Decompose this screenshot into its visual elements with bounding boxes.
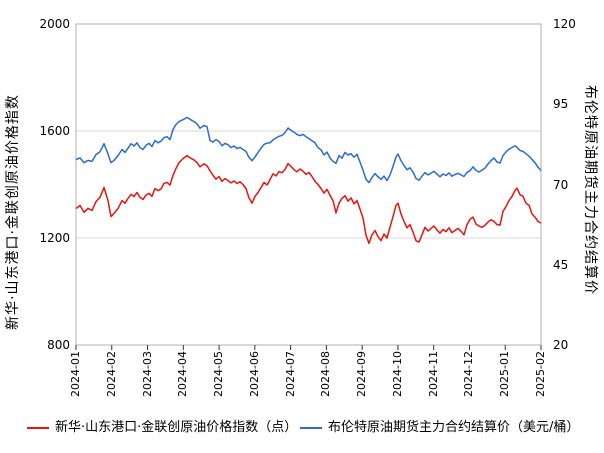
index-series-line xyxy=(75,154,542,245)
left-axis-tick-label: 1200 xyxy=(39,231,70,245)
left-axis-tick-label: 2000 xyxy=(39,17,70,31)
red-line-swatch-icon xyxy=(27,427,49,429)
left-axis-tick-label: 800 xyxy=(47,338,70,352)
x-axis-tick-label: 2024-11 xyxy=(426,351,440,397)
right-axis-tick-label: 120 xyxy=(553,17,576,31)
legend-label-index-series: 新华·山东港口·金联创原油价格指数（点） xyxy=(55,420,298,435)
blue-line-swatch-icon xyxy=(300,427,322,429)
x-axis-tick-label: 2024-03 xyxy=(140,351,154,397)
right-axis-tick-label: 20 xyxy=(553,338,569,352)
x-axis-tick-label: 2025-02 xyxy=(534,351,547,397)
x-axis-tick-label: 2024-09 xyxy=(355,351,369,397)
x-axis-tick-label: 2024-06 xyxy=(247,351,261,397)
x-axis-tick-label: 2025-01 xyxy=(498,351,512,397)
x-axis-tick-label: 2024-01 xyxy=(69,351,82,397)
x-axis-tick-label: 2024-02 xyxy=(104,351,118,397)
right-axis-tick-label: 95 xyxy=(553,97,569,112)
x-axis-tick-label: 2024-08 xyxy=(319,351,333,397)
left-axis-tick-label: 1600 xyxy=(39,124,70,138)
x-axis-tick-label: 2024-04 xyxy=(176,351,190,397)
legend-item-index-series: 新华·山东港口·金联创原油价格指数（点） xyxy=(27,420,297,436)
legend-item-brent-series: 布伦特原油期货主力合约结算价（美元/桶） xyxy=(300,420,579,436)
right-axis-tick-label: 45 xyxy=(553,257,569,272)
right-axis-tick-label: 70 xyxy=(553,177,569,192)
x-axis-tick-label: 2024-10 xyxy=(390,351,404,397)
brent-series-line xyxy=(75,116,542,184)
plot-border xyxy=(75,23,542,346)
x-axis-tick-label: 2024-12 xyxy=(462,351,476,397)
left-axis-title: 新华·山东港口·金联创原油价格指数 xyxy=(5,94,21,330)
x-axis-tick-label: 2024-05 xyxy=(212,351,226,397)
legend-label-brent-series: 布伦特原油期货主力合约结算价（美元/桶） xyxy=(328,420,580,435)
x-axis-tick-label: 2024-07 xyxy=(283,351,297,397)
